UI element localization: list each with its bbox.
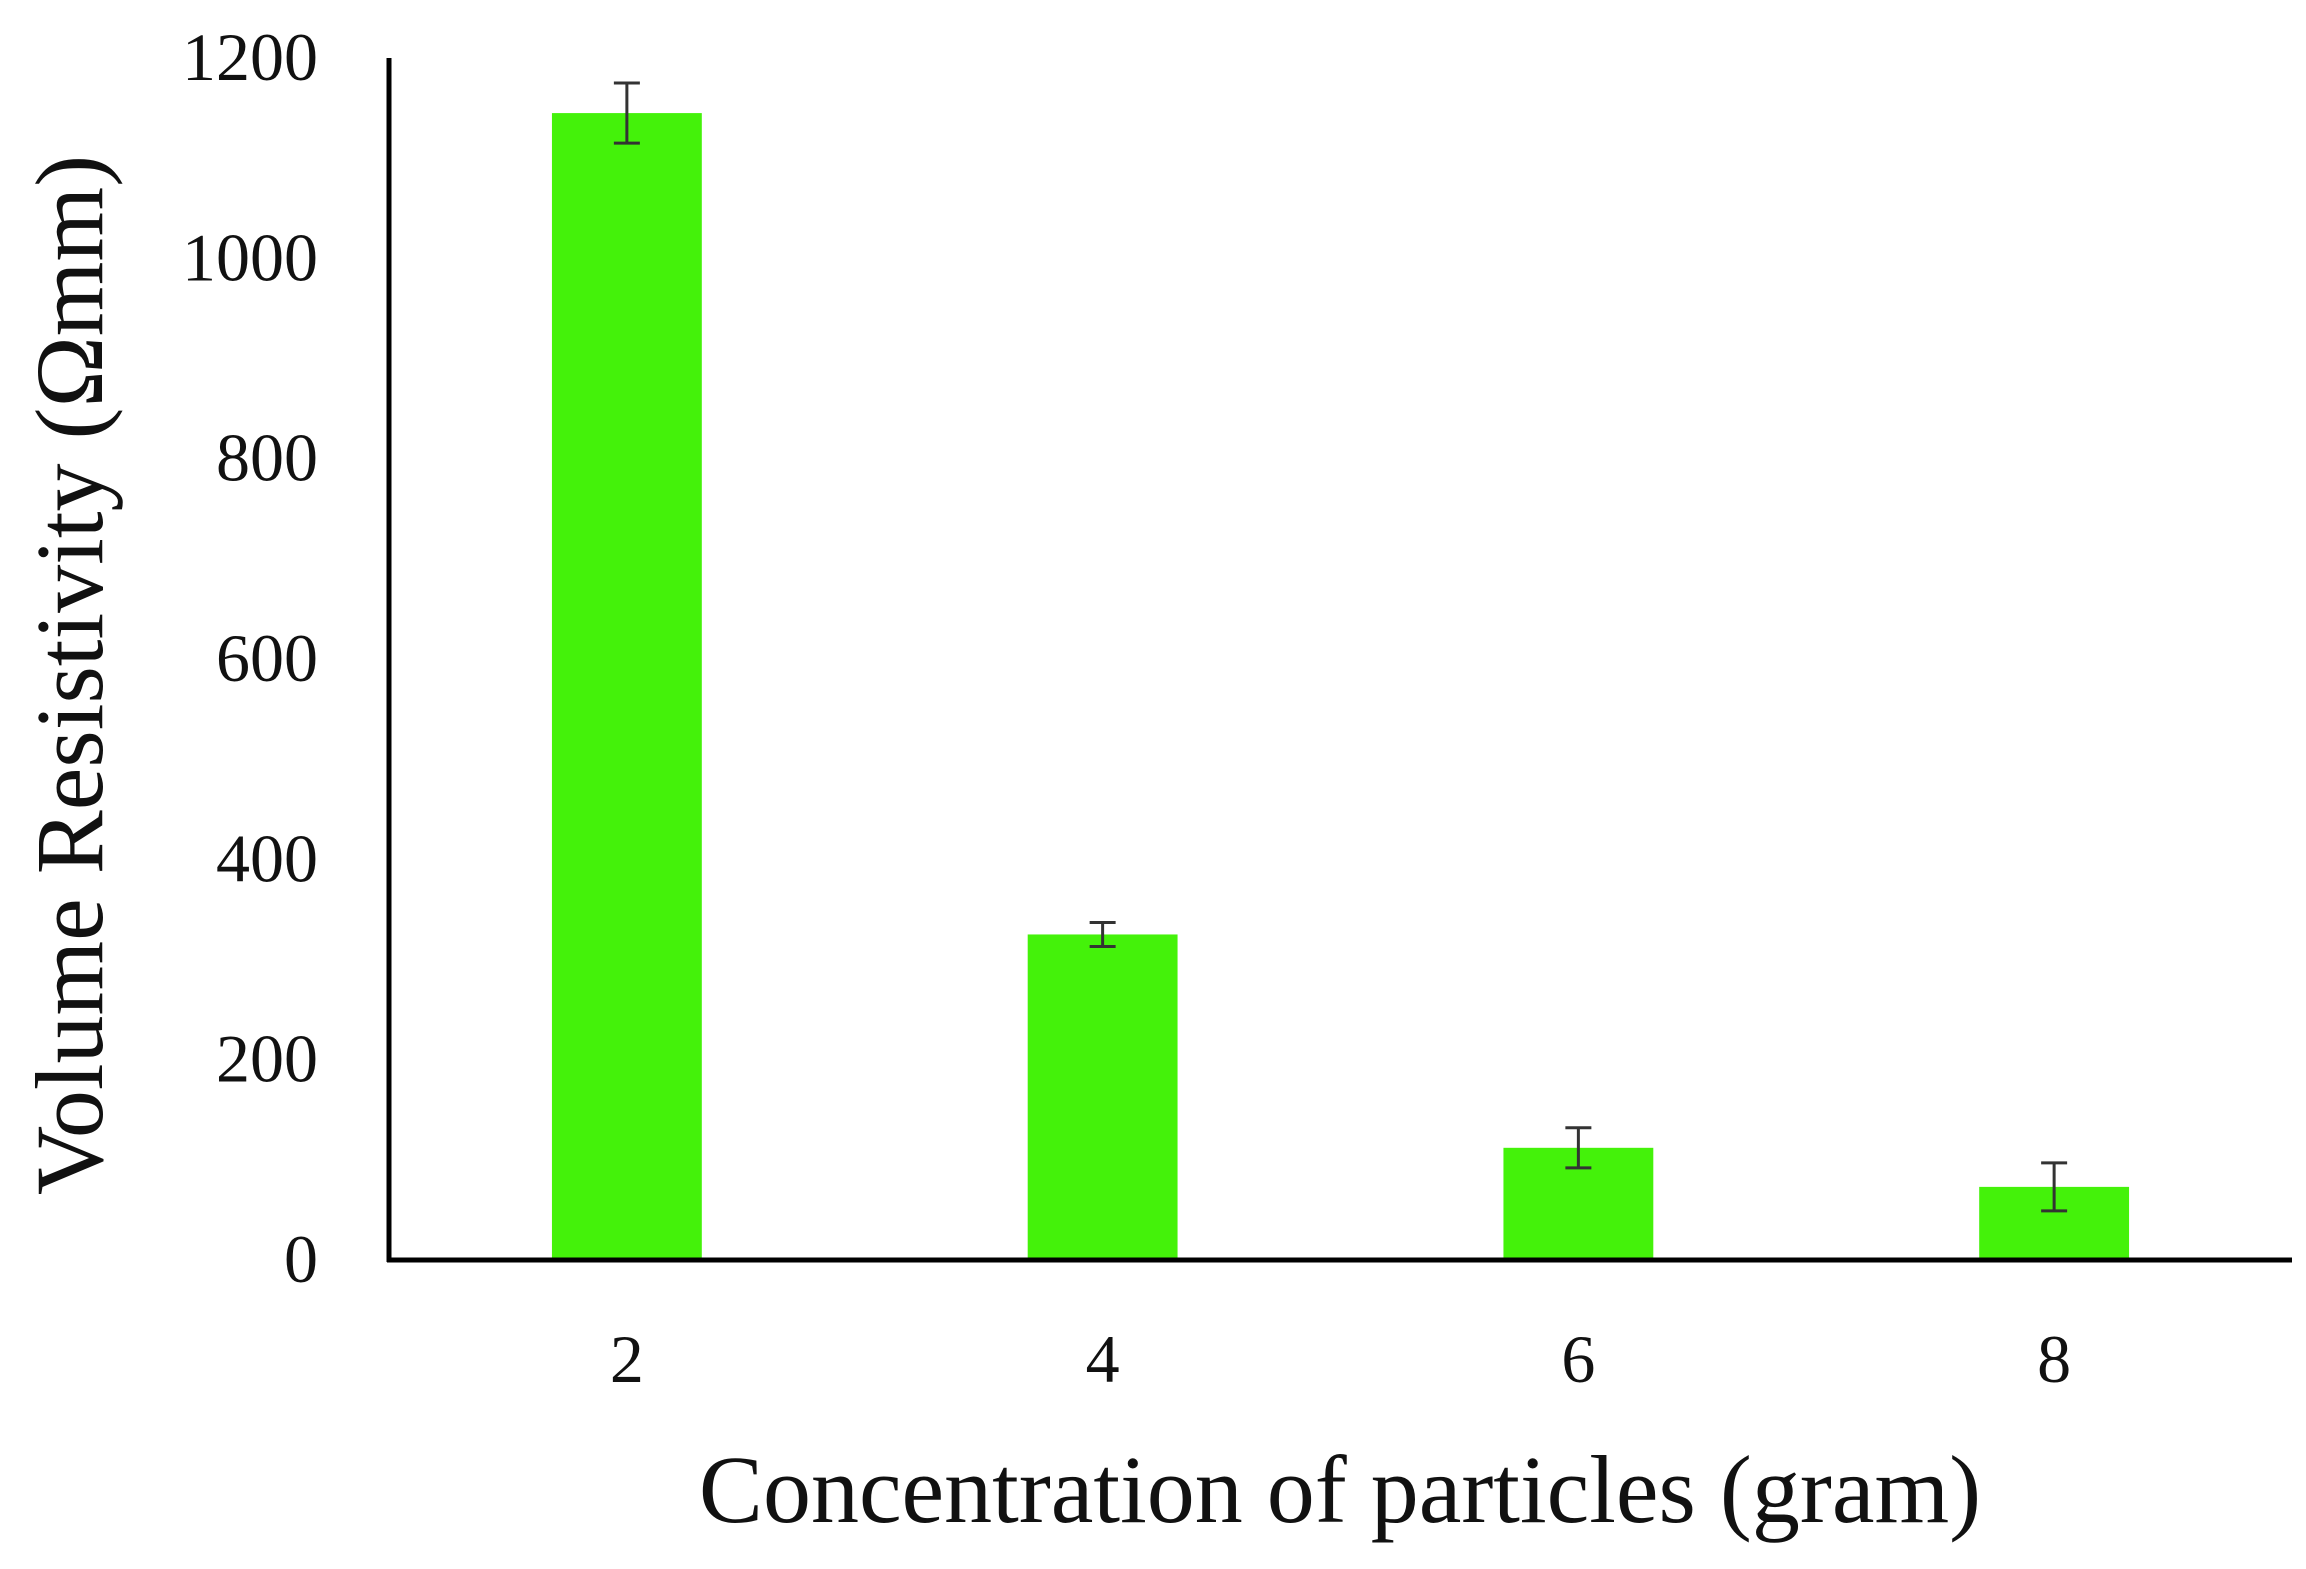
- y-tick-label-0: 0: [284, 1221, 318, 1297]
- x-tick-label-2: 2: [610, 1321, 644, 1397]
- error-bars: [613, 81, 2068, 1213]
- bar-2: [551, 113, 702, 1260]
- x-tick-label-4: 4: [1086, 1321, 1120, 1397]
- bar-4: [1027, 934, 1178, 1260]
- y-tick-label-600: 600: [216, 620, 318, 696]
- y-tick-label-200: 200: [216, 1021, 318, 1097]
- error-bar-4: [1089, 920, 1116, 948]
- x-tick-label-8: 8: [2037, 1321, 2071, 1397]
- x-tick-label-6: 6: [1561, 1321, 1595, 1397]
- y-tick-label-400: 400: [216, 820, 318, 896]
- y-tick-label-1000: 1000: [182, 219, 318, 295]
- error-bar-2: [613, 81, 640, 145]
- y-tick-label-1200: 1200: [182, 19, 318, 95]
- x-axis-title: Concentration of particles (gram): [699, 1436, 1981, 1543]
- error-bar-6: [1565, 1126, 1592, 1170]
- bars: [551, 113, 2130, 1260]
- x-tick-labels: 2 4 6 8: [610, 1321, 2071, 1397]
- y-axis-title: Volume Resistivity (Ωmm): [16, 155, 123, 1195]
- y-tick-labels: 0 200 400 600 800 1000 1200: [182, 19, 318, 1297]
- error-bar-8: [2041, 1161, 2068, 1213]
- axes: [386, 58, 2292, 1263]
- y-tick-label-800: 800: [216, 420, 318, 496]
